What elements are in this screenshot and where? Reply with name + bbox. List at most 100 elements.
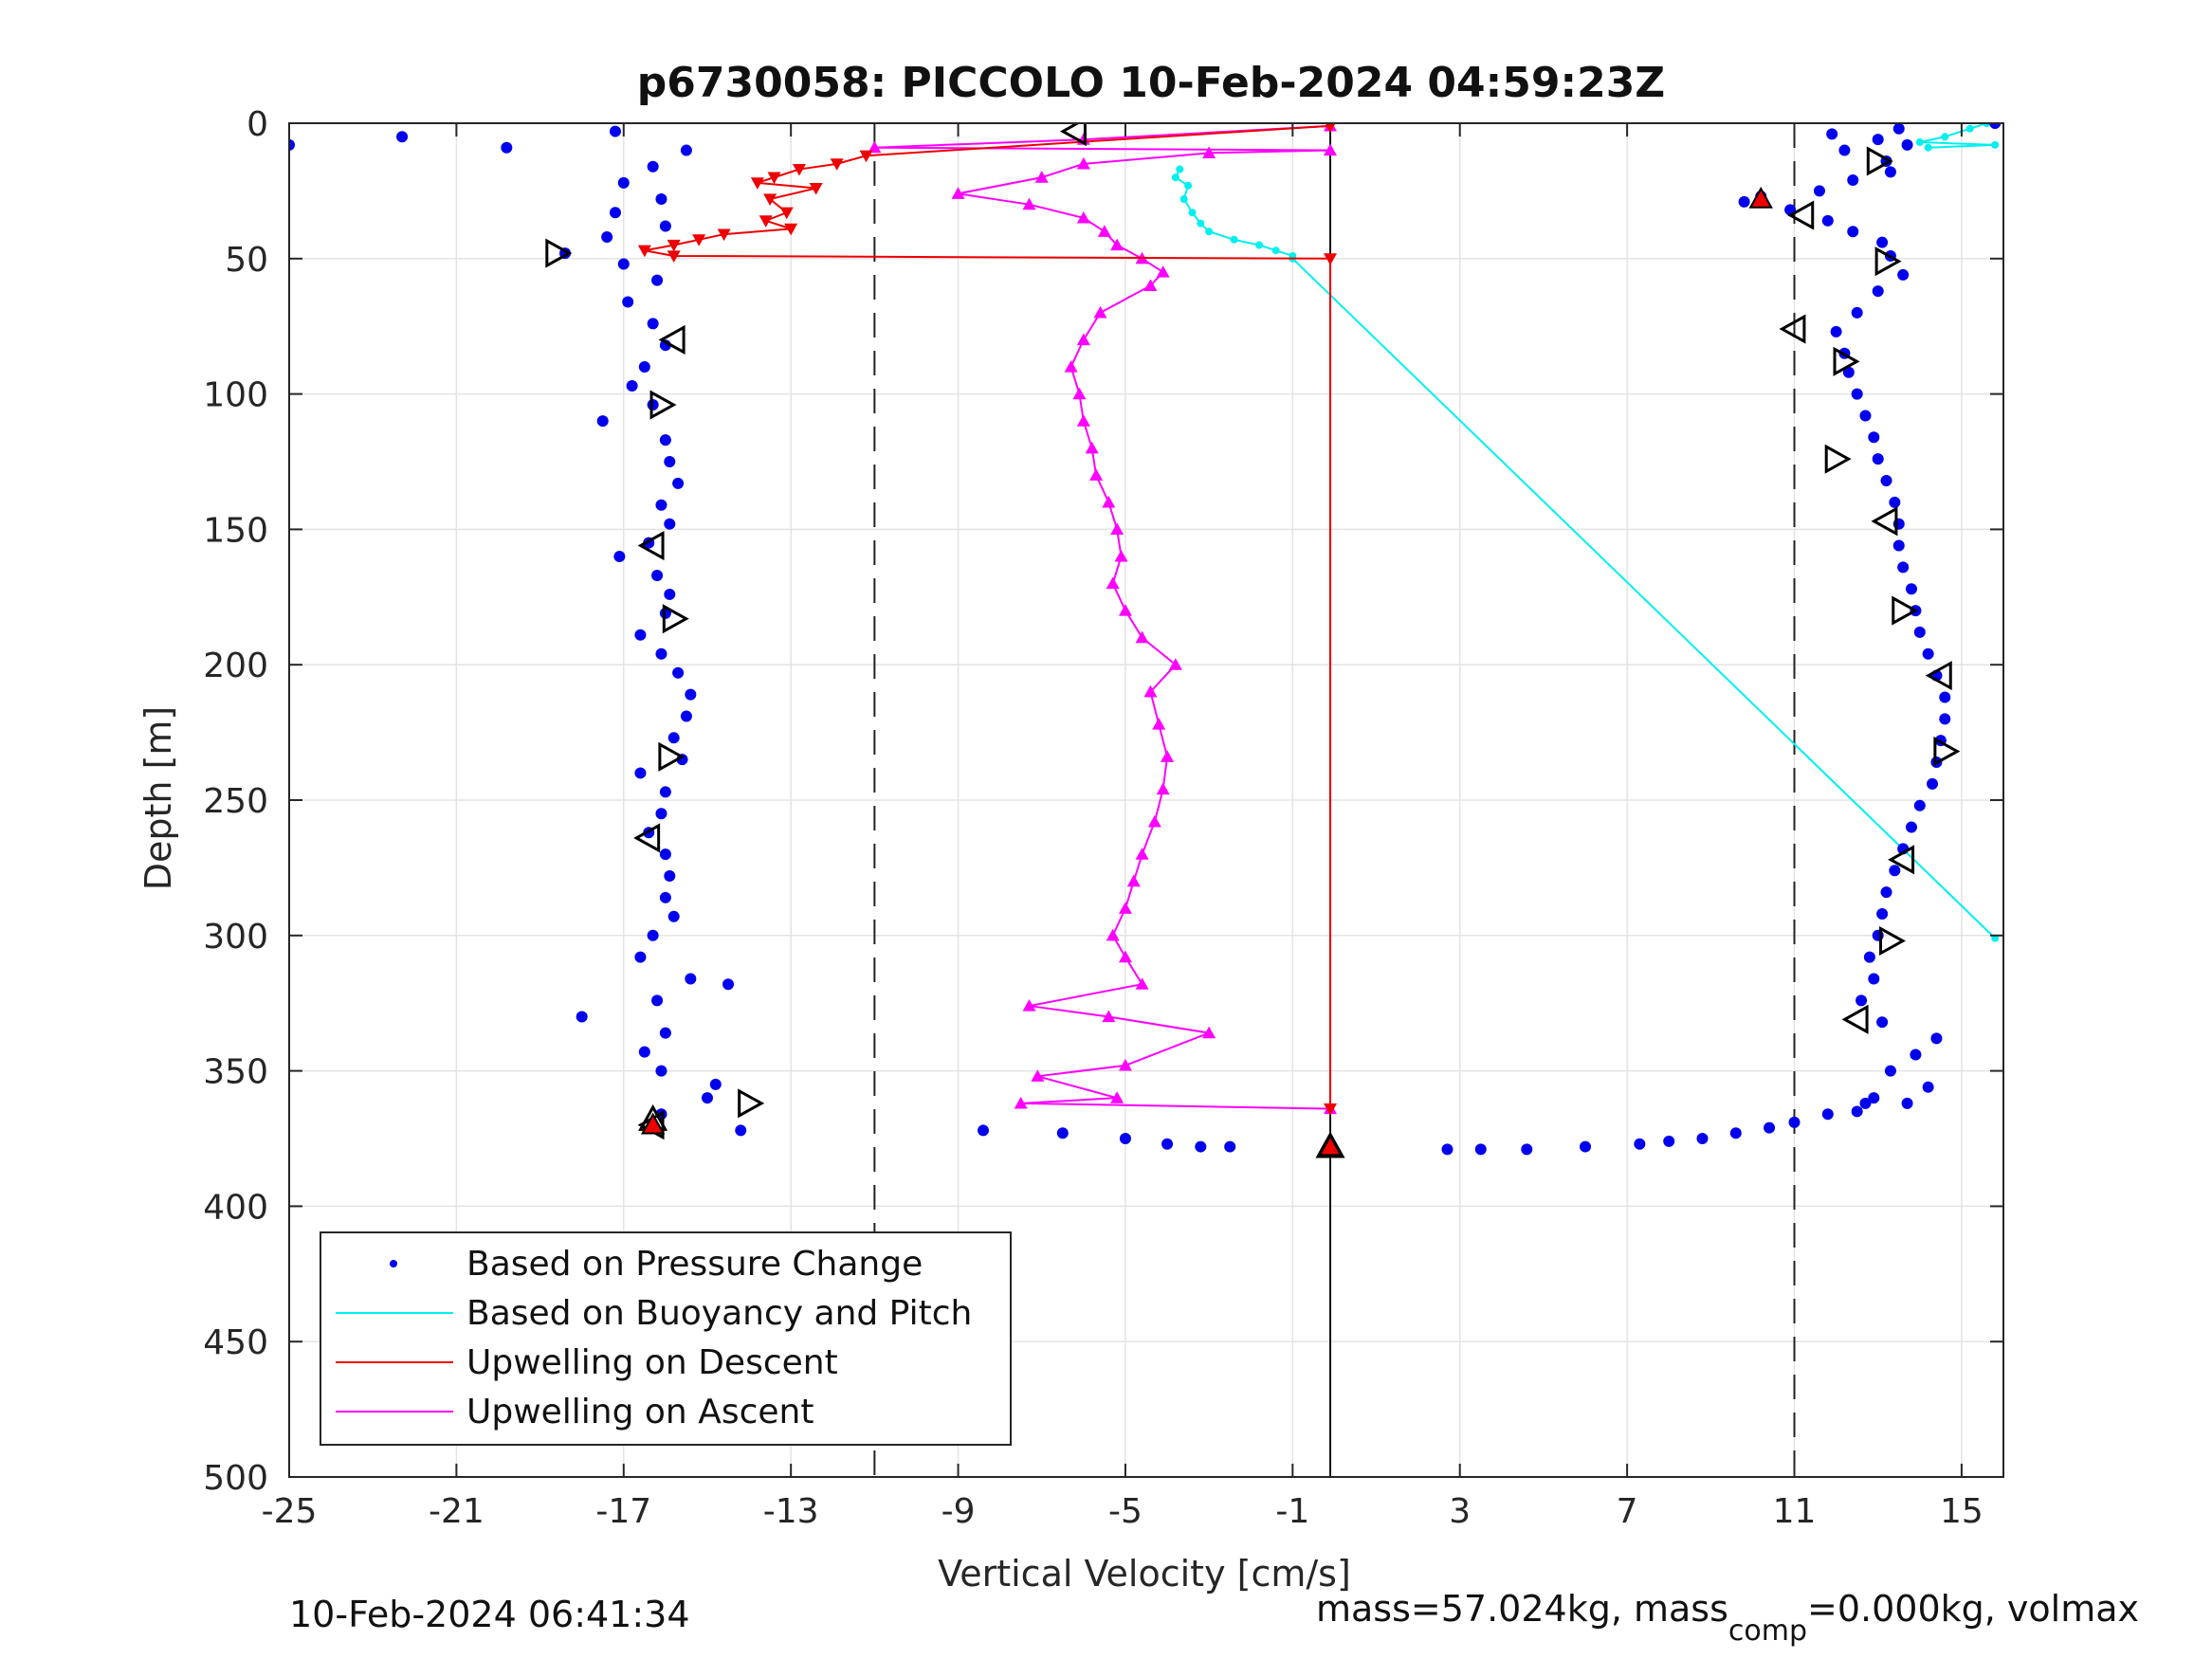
y-tick-label: 500 (203, 1459, 268, 1498)
upwelling-ascent-marker (1202, 146, 1216, 159)
pressure-change-point (1897, 268, 1910, 281)
pressure-change-point (647, 399, 659, 411)
upwelling-descent-marker (667, 239, 681, 252)
pressure-change-point (1913, 626, 1926, 638)
upwelling-descent-marker (750, 177, 764, 190)
pressure-change-point (1905, 821, 1917, 833)
pitch-marker (1888, 845, 1915, 875)
upwelling-ascent-marker (1202, 1026, 1216, 1039)
pressure-change-point (1580, 1140, 1592, 1153)
upwelling-ascent-marker (1118, 1058, 1132, 1071)
pressure-change-point (659, 220, 671, 232)
upwelling-ascent-marker (1076, 156, 1090, 170)
upwelling-ascent-marker (1076, 210, 1090, 224)
pressure-change-point (1930, 1032, 1943, 1045)
pressure-change-point (609, 207, 621, 219)
pressure-change-point (1913, 799, 1926, 811)
upwelling-descent-marker (692, 234, 706, 246)
pressure-change-point (655, 499, 667, 511)
pressure-change-point (396, 131, 409, 143)
y-tick-label: 350 (203, 1053, 268, 1092)
pressure-change-point (651, 994, 664, 1007)
upwelling-ascent-marker (1102, 1010, 1116, 1023)
y-axis-label: Depth [m] (137, 706, 179, 891)
upwelling-descent-marker (859, 150, 873, 163)
x-tick-label: 7 (1617, 1492, 1638, 1531)
pitch-marker (637, 530, 665, 561)
pressure-change-point (1889, 496, 1901, 508)
axes: -25 -21 -17 -13 -9 -5 -1 3 7 11 150501001502002503… (203, 105, 2004, 1531)
buoyancy-point (1184, 181, 1193, 190)
x-tick-label: -9 (941, 1492, 976, 1531)
pressure-change-point (659, 786, 671, 798)
upwelling-descent-marker (1324, 253, 1338, 265)
pressure-change-point (1922, 647, 1934, 660)
legend-box (320, 1231, 1012, 1446)
pressure-change-point (596, 415, 609, 428)
x-tick-label: -25 (262, 1492, 318, 1531)
upwelling-ascent-marker (1076, 333, 1090, 346)
legend-label: Upwelling on Ascent (466, 1393, 814, 1431)
x-tick-label: -17 (595, 1492, 651, 1531)
upwelling-ascent-marker (1097, 225, 1111, 237)
pressure-change-point (601, 230, 613, 243)
pressure-change-point (1826, 128, 1838, 140)
axes-box (288, 122, 2004, 1478)
upwelling-ascent-marker (1022, 197, 1036, 210)
upwelling-ascent-marker (1114, 549, 1128, 562)
legend-label: Based on Buoyancy and Pitch (466, 1294, 972, 1333)
pressure-change-point (1889, 865, 1901, 877)
pressure-change-point (1729, 1127, 1742, 1139)
pressure-change-point (634, 951, 647, 963)
buoyancy-point (1205, 228, 1214, 236)
upwelling-ascent-marker (1022, 999, 1036, 1012)
pressure-change-point (659, 1027, 671, 1039)
upwelling-descent-marker (784, 223, 798, 236)
pressure-change-point (622, 296, 634, 308)
upwelling-ascent-marker (1324, 143, 1338, 156)
upwelling-ascent-marker (1110, 238, 1124, 251)
pressure-change-point (1876, 907, 1889, 920)
upwelling-descent-marker (667, 250, 681, 263)
upwelling-ascent-marker (1085, 441, 1099, 454)
x-tick-label: -21 (429, 1492, 484, 1531)
x-tick-label: 3 (1449, 1492, 1471, 1531)
upwelling-ascent-marker (1118, 950, 1132, 963)
pitch-marker (1833, 346, 1860, 376)
x-tick-label: -5 (1108, 1492, 1143, 1531)
y-tick-label: 400 (203, 1188, 268, 1227)
pressure-change-point (617, 258, 630, 270)
x-tick-label: -1 (1275, 1492, 1309, 1531)
y-tick-label: 250 (203, 782, 268, 821)
pressure-change-point (664, 869, 676, 882)
pitch-marker (1866, 146, 1893, 176)
pressure-change-point (1922, 1081, 1934, 1093)
pressure-change-point (1939, 691, 1951, 703)
pressure-change-point (626, 380, 638, 392)
pressure-change-point (638, 1046, 650, 1058)
pressure-change-point (685, 688, 697, 701)
upwelling-descent-marker (830, 158, 844, 171)
pitch-marker (649, 390, 677, 420)
pressure-change-point (680, 710, 692, 722)
pressure-change-point (576, 1011, 588, 1023)
buoyancy-point (1965, 124, 1974, 133)
pressure-change-point (1876, 1016, 1889, 1029)
pitch-marker (545, 238, 573, 268)
pitch-marker (1874, 246, 1902, 277)
y-tick-label: 300 (203, 918, 268, 957)
pressure-change-point (1851, 1105, 1863, 1118)
pressure-change-point (1830, 325, 1842, 337)
pressure-change-point (1056, 1127, 1069, 1139)
legend-label: Based on Pressure Change (466, 1245, 923, 1284)
upwelling-ascent-marker (1102, 495, 1116, 508)
upwelling-ascent-marker (1156, 782, 1170, 795)
upwelling-descent-marker (809, 182, 823, 195)
upwelling-ascent-marker (1034, 171, 1049, 183)
pressure-change-point (672, 477, 685, 489)
pressure-change-point (664, 588, 676, 600)
pressure-change-point (1738, 195, 1750, 208)
pitch-marker (658, 741, 686, 772)
upwelling-ascent-marker (1135, 630, 1149, 644)
pressure-change-point (722, 978, 735, 991)
